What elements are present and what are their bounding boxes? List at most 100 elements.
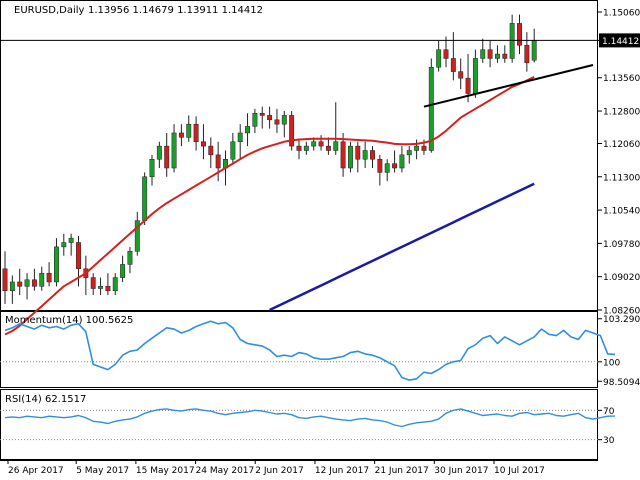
x-tick-label: 26 Apr 2017 bbox=[8, 466, 64, 476]
candle-bear bbox=[487, 49, 493, 59]
candle-bear bbox=[178, 132, 184, 138]
candle-bull bbox=[509, 23, 515, 59]
candle-bear bbox=[524, 45, 530, 64]
candle-bear bbox=[46, 272, 52, 283]
candle-bull bbox=[399, 154, 405, 169]
candle-bear bbox=[274, 119, 280, 125]
candle-bear bbox=[296, 145, 302, 151]
candle-bull bbox=[9, 281, 15, 291]
candle-bull bbox=[112, 277, 118, 291]
candle-bear bbox=[325, 145, 331, 151]
candle-bull bbox=[406, 150, 412, 156]
candle-bull bbox=[252, 112, 258, 127]
candle-bull bbox=[61, 242, 67, 248]
y-tick-label: 30 bbox=[603, 436, 615, 446]
candle-bear bbox=[2, 268, 8, 291]
candle-bull bbox=[414, 145, 420, 151]
current-price-box bbox=[599, 33, 640, 48]
ma100-line bbox=[269, 182, 535, 312]
rsi-line bbox=[4, 408, 616, 428]
candle-bull bbox=[186, 123, 192, 138]
candle-bear bbox=[392, 163, 398, 169]
candle-bull bbox=[245, 126, 251, 134]
candle-bull bbox=[24, 279, 30, 287]
x-tick-label: 15 May 2017 bbox=[136, 466, 195, 476]
x-tick-label: 2 Jun 2017 bbox=[255, 466, 303, 476]
y-tick-label: 1.08260 bbox=[603, 307, 640, 317]
candle-bull bbox=[531, 40, 537, 61]
candle-bull bbox=[362, 150, 368, 160]
y-tick-label: 70 bbox=[603, 407, 615, 417]
candle-bear bbox=[458, 71, 464, 79]
y-tick-label: 1.12800 bbox=[603, 108, 640, 118]
candle-bear bbox=[215, 154, 221, 169]
y-tick-label: 1.13560 bbox=[603, 74, 640, 84]
candle-bear bbox=[318, 141, 324, 147]
candle-bull bbox=[142, 176, 148, 221]
candle-bear bbox=[465, 77, 471, 94]
candle-bear bbox=[90, 277, 96, 289]
x-tick-label: 12 Jun 2017 bbox=[315, 466, 369, 476]
candle-bear bbox=[105, 286, 111, 291]
candle-bull bbox=[54, 246, 59, 283]
y-tick-label: 103.2906 bbox=[603, 315, 640, 325]
momentum-line bbox=[4, 320, 616, 381]
candle-bull bbox=[428, 66, 434, 151]
candle-bear bbox=[289, 115, 295, 147]
candle-bear bbox=[443, 49, 449, 59]
y-tick-label: 1.12060 bbox=[603, 140, 640, 150]
price-panel-frame bbox=[0, 0, 598, 311]
candle-bear bbox=[355, 145, 361, 160]
candle-bear bbox=[377, 158, 383, 173]
candle-bull bbox=[311, 141, 317, 147]
x-tick-label: 21 Jun 2017 bbox=[375, 466, 429, 476]
candle-bear bbox=[370, 150, 375, 160]
candle-bull bbox=[237, 132, 243, 142]
candle-bear bbox=[421, 145, 427, 151]
chart-header-ohlc: 1.13956 1.14679 1.13911 1.14412 bbox=[88, 5, 263, 16]
trendline bbox=[423, 64, 594, 108]
candle-bear bbox=[517, 23, 522, 46]
candle-bull bbox=[333, 141, 339, 151]
candle-bull bbox=[39, 272, 45, 287]
x-tick-label: 30 Jun 2017 bbox=[434, 466, 488, 476]
candle-bull bbox=[384, 163, 390, 173]
candle-bull bbox=[480, 49, 486, 59]
candle-bull bbox=[68, 237, 74, 243]
candle-bear bbox=[267, 115, 273, 121]
candle-bear bbox=[17, 281, 23, 287]
candle-bear bbox=[201, 141, 206, 147]
candle-bear bbox=[31, 279, 37, 287]
candle-bull bbox=[134, 220, 140, 252]
y-tick-label: 1.15060 bbox=[603, 9, 640, 19]
x-tick-label: 10 Jul 2017 bbox=[494, 466, 545, 476]
candle-bull bbox=[171, 132, 177, 169]
candle-bull bbox=[436, 49, 442, 68]
candle-bull bbox=[149, 158, 155, 178]
candle-bear bbox=[340, 141, 346, 169]
y-tick-label: 1.11300 bbox=[603, 173, 640, 183]
candle-bull bbox=[98, 286, 103, 289]
candle-bear bbox=[208, 145, 214, 156]
candle-bull bbox=[127, 251, 133, 265]
rsi-title: RSI(14) 62.1517 bbox=[5, 394, 86, 405]
x-tick-label: 24 May 2017 bbox=[196, 466, 255, 476]
candle-bull bbox=[303, 145, 309, 151]
y-tick-label: 100 bbox=[603, 358, 620, 368]
candle-bear bbox=[502, 53, 508, 59]
candle-bear bbox=[164, 145, 170, 169]
momentum-panel-frame bbox=[0, 311, 598, 388]
candle-bull bbox=[156, 145, 162, 160]
candle-bull bbox=[230, 141, 236, 160]
y-tick-label: 98.5094 bbox=[603, 378, 640, 388]
candle-bull bbox=[348, 145, 353, 169]
candle-bear bbox=[259, 112, 265, 116]
y-tick-label: 1.10540 bbox=[603, 207, 640, 217]
rsi-panel-frame bbox=[0, 389, 598, 460]
candle-bear bbox=[193, 123, 199, 142]
y-tick-label: 1.14412 bbox=[602, 37, 639, 47]
candle-bull bbox=[120, 264, 126, 278]
chart-header-symbol: EURUSD,Daily bbox=[14, 5, 85, 16]
candle-bull bbox=[281, 115, 287, 125]
